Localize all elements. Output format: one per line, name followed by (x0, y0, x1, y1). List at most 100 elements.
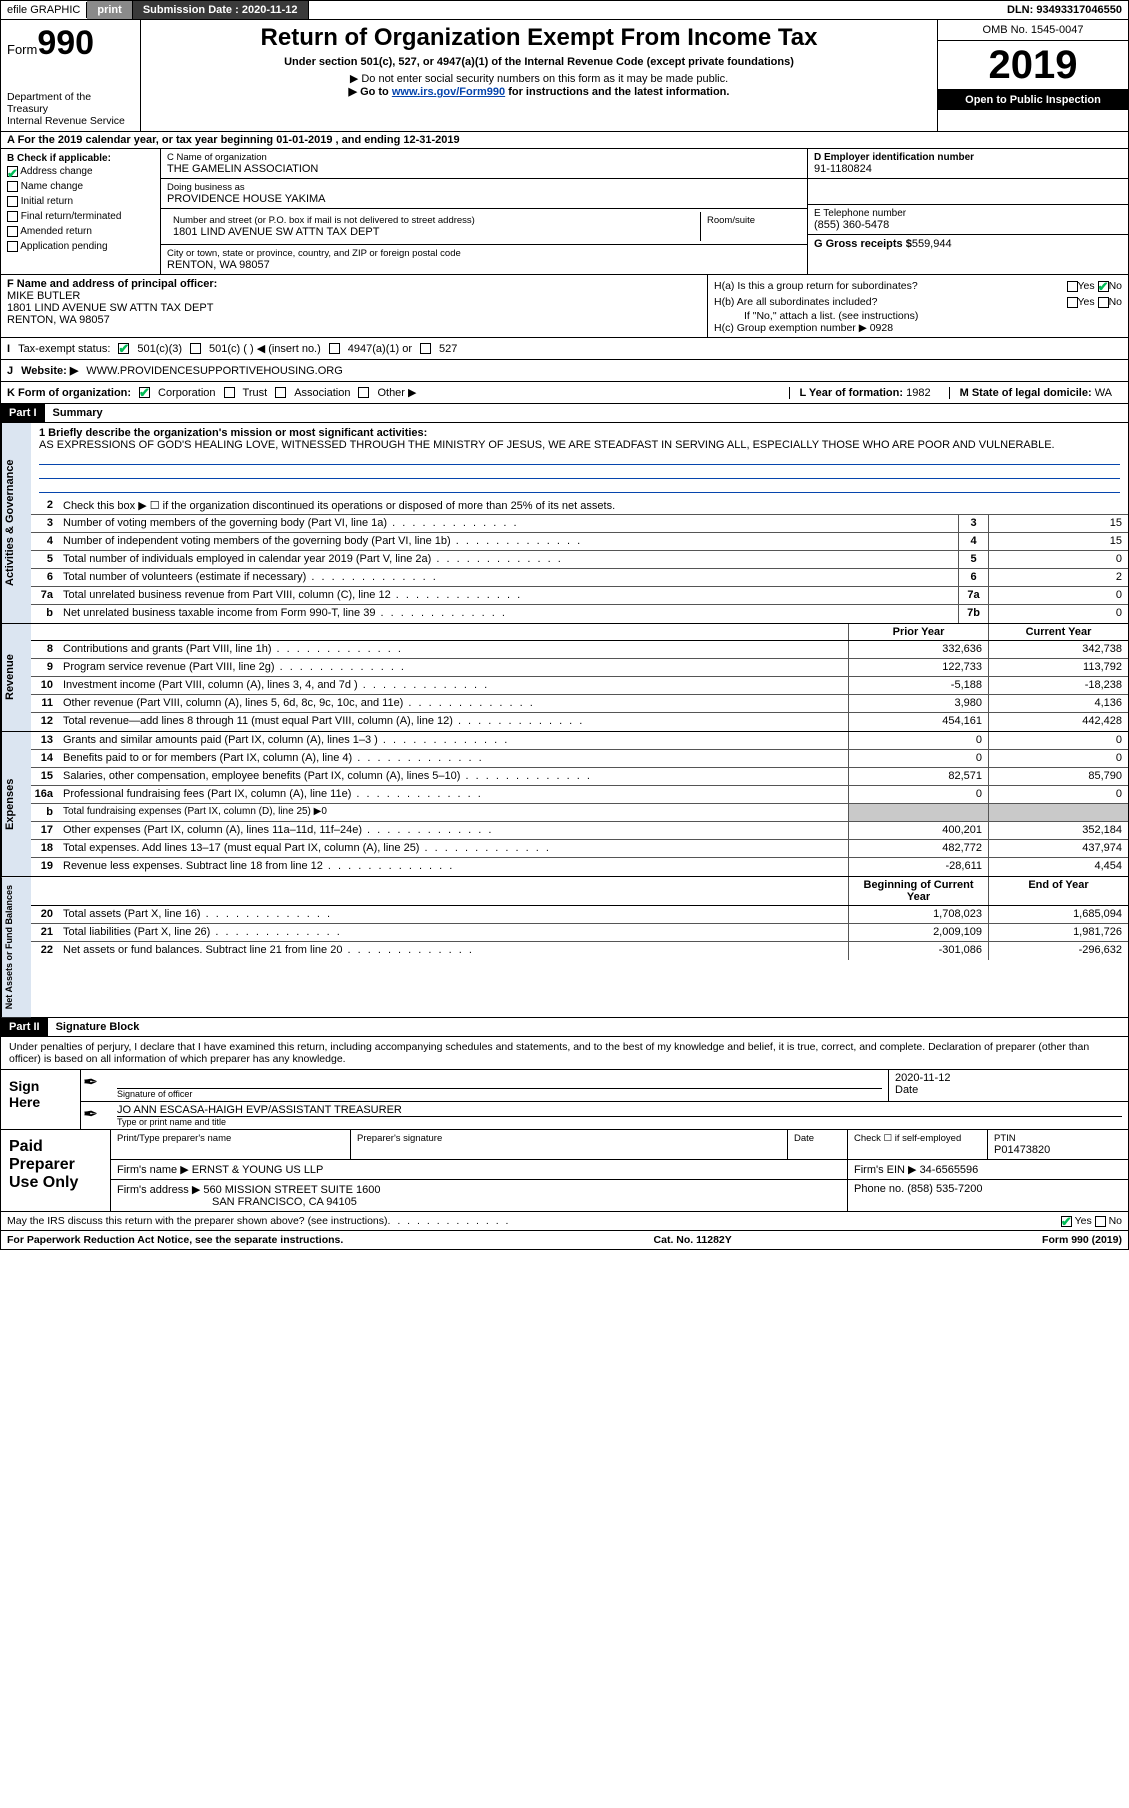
top-bar: efile GRAPHIC print Submission Date : 20… (0, 0, 1129, 20)
signature-block: Under penalties of perjury, I declare th… (0, 1037, 1129, 1130)
website: WWW.PROVIDENCESUPPORTIVEHOUSING.ORG (86, 365, 343, 377)
tax-year: 2019 (938, 41, 1128, 90)
efile-label: efile GRAPHIC (1, 2, 87, 18)
chk-527[interactable] (420, 343, 431, 354)
table-row: 22Net assets or fund balances. Subtract … (31, 942, 1128, 960)
mission-text: AS EXPRESSIONS OF GOD'S HEALING LOVE, WI… (39, 439, 1120, 451)
ptin: P01473820 (994, 1144, 1122, 1156)
org-name: THE GAMELIN ASSOCIATION (167, 163, 801, 175)
vtab-net: Net Assets or Fund Balances (1, 877, 31, 1017)
dba: PROVIDENCE HOUSE YAKIMA (167, 193, 801, 205)
footer: For Paperwork Reduction Act Notice, see … (0, 1231, 1129, 1250)
table-row: 11Other revenue (Part VIII, column (A), … (31, 695, 1128, 713)
chk-other[interactable] (358, 387, 369, 398)
table-row: 6Total number of volunteers (estimate if… (31, 569, 1128, 587)
table-row: 13Grants and similar amounts paid (Part … (31, 732, 1128, 750)
chk-corp[interactable] (139, 387, 150, 398)
officer-sig-name: JO ANN ESCASA-HAIGH EVP/ASSISTANT TREASU… (117, 1104, 1122, 1116)
print-button[interactable]: print (87, 1, 132, 19)
discuss-yes[interactable] (1061, 1216, 1072, 1227)
row-klm: K Form of organization: Corporation Trus… (0, 382, 1129, 404)
officer-name: MIKE BUTLER (7, 290, 701, 302)
paid-preparer: Paid Preparer Use Only Print/Type prepar… (0, 1130, 1129, 1212)
table-row: bNet unrelated business taxable income f… (31, 605, 1128, 623)
section-revenue: Revenue Prior YearCurrent Year 8Contribu… (0, 624, 1129, 732)
dln: DLN: 93493317046550 (1001, 2, 1128, 18)
table-row: 10Investment income (Part VIII, column (… (31, 677, 1128, 695)
table-row: 3Number of voting members of the governi… (31, 515, 1128, 533)
chk-address-change[interactable]: Address change (7, 164, 154, 179)
row-a: A For the 2019 calendar year, or tax yea… (0, 132, 1129, 149)
sign-here-label: Sign Here (1, 1070, 81, 1129)
gross-receipts: G Gross receipts $559,944 (808, 235, 1128, 253)
col-c: C Name of organization THE GAMELIN ASSOC… (161, 149, 808, 274)
chk-name-change[interactable]: Name change (7, 179, 154, 194)
table-row: 8Contributions and grants (Part VIII, li… (31, 641, 1128, 659)
part1-header: Part I Summary (0, 404, 1129, 423)
paid-preparer-label: Paid Preparer Use Only (1, 1130, 111, 1211)
note2: ▶ Go to www.irs.gov/Form990 for instruct… (149, 85, 929, 98)
website-row: J Website: ▶ WWW.PROVIDENCESUPPORTIVEHOU… (0, 360, 1129, 382)
section-expenses: Expenses 13Grants and similar amounts pa… (0, 732, 1129, 877)
table-row: 16aProfessional fundraising fees (Part I… (31, 786, 1128, 804)
vtab-governance: Activities & Governance (1, 423, 31, 623)
table-row: 14Benefits paid to or for members (Part … (31, 750, 1128, 768)
chk-501c3[interactable] (118, 343, 129, 354)
pen-icon: ✒ (81, 1102, 111, 1129)
header-right: OMB No. 1545-0047 2019 Open to Public In… (938, 20, 1128, 131)
chk-pending[interactable]: Application pending (7, 239, 154, 254)
ein: 91-1180824 (814, 163, 1122, 175)
omb: OMB No. 1545-0047 (938, 20, 1128, 41)
declaration: Under penalties of perjury, I declare th… (1, 1037, 1128, 1069)
chk-final-return[interactable]: Final return/terminated (7, 209, 154, 224)
section-net-assets: Net Assets or Fund Balances Beginning of… (0, 877, 1129, 1018)
vtab-revenue: Revenue (1, 624, 31, 731)
header-left: Form990 Department of the Treasury Inter… (1, 20, 141, 131)
open-inspection: Open to Public Inspection (938, 90, 1128, 110)
phone: (855) 360-5478 (814, 219, 1122, 231)
chk-501c[interactable] (190, 343, 201, 354)
vtab-expenses: Expenses (1, 732, 31, 876)
section-governance: Activities & Governance 1 Briefly descri… (0, 423, 1129, 624)
submission-date-button[interactable]: Submission Date : 2020-11-12 (133, 1, 309, 19)
tax-exempt-row: I Tax-exempt status: 501(c)(3) 501(c) ( … (0, 338, 1129, 360)
table-row: 5Total number of individuals employed in… (31, 551, 1128, 569)
chk-assoc[interactable] (275, 387, 286, 398)
section-bcg: B Check if applicable: Address change Na… (0, 149, 1129, 275)
section-fh: F Name and address of principal officer:… (0, 275, 1129, 338)
table-row: 19Revenue less expenses. Subtract line 1… (31, 858, 1128, 876)
col-dg: D Employer identification number 91-1180… (808, 149, 1128, 274)
table-row: 7aTotal unrelated business revenue from … (31, 587, 1128, 605)
chk-trust[interactable] (224, 387, 235, 398)
table-row: 20Total assets (Part X, line 16)1,708,02… (31, 906, 1128, 924)
form-title: Return of Organization Exempt From Incom… (149, 24, 929, 52)
dept-label: Department of the Treasury Internal Reve… (7, 91, 134, 127)
col-h: H(a) Is this a group return for subordin… (708, 275, 1128, 337)
street: 1801 LIND AVENUE SW ATTN TAX DEPT (173, 226, 694, 238)
table-row: 17Other expenses (Part IX, column (A), l… (31, 822, 1128, 840)
pen-icon: ✒ (81, 1070, 111, 1101)
instructions-link[interactable]: www.irs.gov/Form990 (392, 86, 505, 98)
discuss-no[interactable] (1095, 1216, 1106, 1227)
note1: ▶ Do not enter social security numbers o… (149, 72, 929, 85)
chk-4947[interactable] (329, 343, 340, 354)
table-row: 21Total liabilities (Part X, line 26)2,0… (31, 924, 1128, 942)
form-subtitle: Under section 501(c), 527, or 4947(a)(1)… (149, 56, 929, 68)
table-row: 18Total expenses. Add lines 13–17 (must … (31, 840, 1128, 858)
table-row: 15Salaries, other compensation, employee… (31, 768, 1128, 786)
discuss-row: May the IRS discuss this return with the… (0, 1212, 1129, 1231)
part2-header: Part II Signature Block (0, 1018, 1129, 1037)
header-mid: Return of Organization Exempt From Incom… (141, 20, 938, 131)
chk-initial-return[interactable]: Initial return (7, 194, 154, 209)
chk-amended[interactable]: Amended return (7, 224, 154, 239)
firm-ein: 34-6565596 (920, 1164, 979, 1176)
firm-name: ERNST & YOUNG US LLP (192, 1164, 324, 1176)
city: RENTON, WA 98057 (167, 259, 801, 271)
table-row: bTotal fundraising expenses (Part IX, co… (31, 804, 1128, 822)
mission-box: 1 Briefly describe the organization's mi… (31, 423, 1128, 497)
prep-phone: (858) 535-7200 (907, 1183, 982, 1195)
col-f: F Name and address of principal officer:… (1, 275, 708, 337)
col-b: B Check if applicable: Address change Na… (1, 149, 161, 274)
table-row: 9Program service revenue (Part VIII, lin… (31, 659, 1128, 677)
table-row: 12Total revenue—add lines 8 through 11 (… (31, 713, 1128, 731)
